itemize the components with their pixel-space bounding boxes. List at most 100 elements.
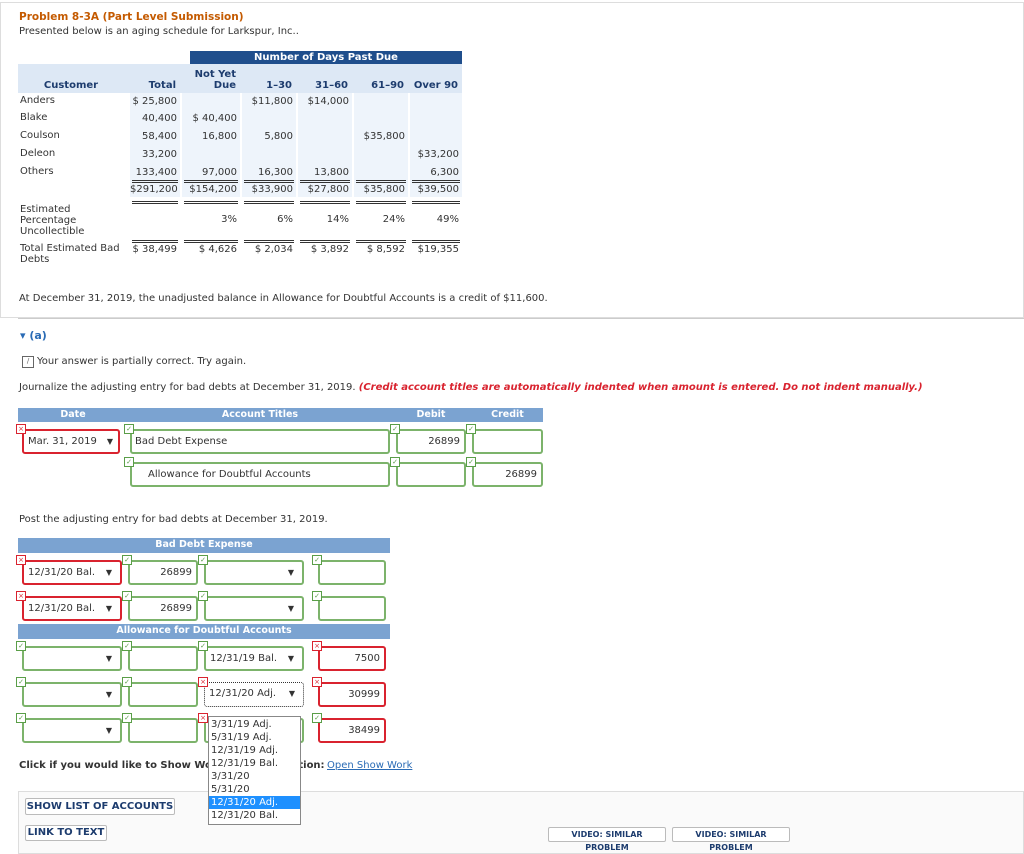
cell: 3% xyxy=(221,214,237,225)
dropdown-option[interactable]: 3/31/20 xyxy=(211,771,250,782)
dropdown-option[interactable]: 12/31/20 Bal. xyxy=(211,810,279,821)
separator xyxy=(18,318,1024,319)
credit-input[interactable] xyxy=(472,429,543,454)
show-accounts-button[interactable]: SHOW LIST OF ACCOUNTS xyxy=(25,798,175,815)
link-to-text-button[interactable]: LINK TO TEXT xyxy=(25,825,107,841)
journal-column-header: Debit xyxy=(416,409,446,420)
rule xyxy=(184,180,238,183)
date-select[interactable]: 12/31/20 Bal. ▼ xyxy=(22,596,122,621)
cell: 13,800 xyxy=(314,167,349,178)
show-work-link[interactable]: Open Show Work xyxy=(325,760,413,771)
group-header: Number of Days Past Due xyxy=(254,52,398,63)
cell: 6% xyxy=(277,214,293,225)
status-icon: ✓ xyxy=(122,591,132,601)
feedback: Your answer is partially correct. Try ag… xyxy=(37,356,247,367)
status-icon: × xyxy=(312,677,322,687)
account-input[interactable]: Bad Debt Expense xyxy=(130,429,390,454)
part-toggle[interactable]: ▾ (a) xyxy=(20,329,47,342)
row-label: Deleon xyxy=(20,148,56,159)
dropdown-option[interactable]: 12/31/19 Adj. xyxy=(211,745,279,756)
cell: $19,355 xyxy=(417,244,459,255)
journal-instruction: Journalize the adjusting entry for bad d… xyxy=(19,382,923,393)
cell: 16,800 xyxy=(202,131,237,142)
status-icon: × xyxy=(16,555,26,565)
cell: $27,800 xyxy=(307,184,349,195)
date-select[interactable]: Mar. 31, 2019 ▼ xyxy=(22,429,120,454)
dropdown-option[interactable]: 5/31/19 Adj. xyxy=(211,732,272,743)
balance-note: At December 31, 2019, the unadjusted bal… xyxy=(19,293,548,304)
date-select[interactable]: 12/31/19 Bal. ▼ xyxy=(204,646,304,671)
status-icon: ✓ xyxy=(466,424,476,434)
account-input[interactable]: Allowance for Doubtful Accounts xyxy=(130,462,390,487)
cell: $ 2,034 xyxy=(254,244,293,255)
video-button[interactable]: VIDEO: SIMILAR PROBLEM xyxy=(548,827,666,852)
column-band xyxy=(242,93,296,197)
cell: $154,200 xyxy=(189,184,237,195)
date-select[interactable]: ▼ xyxy=(204,560,304,585)
cell: 40,400 xyxy=(142,113,177,124)
cell: $33,200 xyxy=(417,149,459,160)
cell: 16,300 xyxy=(258,167,293,178)
dropdown-option[interactable]: 12/31/20 Adj. xyxy=(209,796,300,809)
status-icon: × xyxy=(16,591,26,601)
journal-header xyxy=(18,408,543,422)
cell: $ 8,592 xyxy=(366,244,405,255)
status-icon: ✓ xyxy=(124,457,134,467)
cell: 5,800 xyxy=(264,131,293,142)
cell: 133,400 xyxy=(135,167,177,178)
row-label: Estimated Percentage Uncollectible xyxy=(20,204,85,237)
amount-input[interactable]: 7500 xyxy=(318,646,386,671)
status-icon: ✓ xyxy=(16,677,26,687)
amount-input[interactable]: 30999 xyxy=(318,682,386,707)
rule xyxy=(244,201,294,204)
video-button[interactable]: VIDEO: SIMILAR PROBLEM xyxy=(672,827,790,852)
rule xyxy=(184,240,238,243)
amount-input[interactable] xyxy=(318,596,386,621)
status-icon: × xyxy=(16,424,26,434)
amount-input[interactable] xyxy=(128,718,198,743)
cell: $35,800 xyxy=(363,184,405,195)
column-header: 1–30 xyxy=(266,80,292,91)
credit-input[interactable]: 26899 xyxy=(472,462,543,487)
debit-input[interactable]: 26899 xyxy=(396,429,466,454)
account-header xyxy=(18,538,390,553)
rule xyxy=(412,201,460,204)
header-band xyxy=(190,51,462,64)
rule xyxy=(132,201,178,204)
dropdown-option[interactable]: 5/31/20 xyxy=(211,784,250,795)
dropdown-option[interactable]: 12/31/19 Bal. xyxy=(211,758,279,769)
status-icon: ✓ xyxy=(16,641,26,651)
cell: $11,800 xyxy=(251,96,293,107)
instruction: Journalize the adjusting entry for bad d… xyxy=(19,382,356,393)
date-select[interactable]: 12/31/20 Bal. ▼ xyxy=(22,560,122,585)
date-select[interactable]: ▼ xyxy=(22,646,122,671)
date-select[interactable]: 12/31/20 Adj. ▼ xyxy=(204,682,304,707)
debit-input[interactable] xyxy=(396,462,466,487)
column-band xyxy=(130,93,180,197)
amount-input[interactable]: 26899 xyxy=(128,596,198,621)
date-select[interactable]: ▼ xyxy=(22,682,122,707)
amount-input[interactable] xyxy=(128,682,198,707)
rule xyxy=(244,180,294,183)
cell: 58,400 xyxy=(142,131,177,142)
journal-column-header: Account Titles xyxy=(221,409,299,420)
column-header: 61–90 xyxy=(371,80,404,91)
column-band xyxy=(354,93,408,197)
amount-input[interactable] xyxy=(128,646,198,671)
row-label: Others xyxy=(20,166,54,177)
cell: $33,900 xyxy=(251,184,293,195)
status-icon: ✓ xyxy=(312,591,322,601)
dropdown-option[interactable]: 3/31/19 Adj. xyxy=(211,719,272,730)
date-select[interactable]: ▼ xyxy=(204,596,304,621)
amount-input[interactable]: 38499 xyxy=(318,718,386,743)
date-select[interactable]: ▼ xyxy=(22,718,122,743)
cell: $ 40,400 xyxy=(192,113,237,124)
cell: 6,300 xyxy=(430,167,459,178)
status-icon: ✓ xyxy=(198,591,208,601)
amount-input[interactable] xyxy=(318,560,386,585)
amount-input[interactable]: 26899 xyxy=(128,560,198,585)
row-label: Anders xyxy=(20,95,55,106)
subtitle: Presented below is an aging schedule for… xyxy=(19,26,299,37)
account-header xyxy=(18,624,390,639)
column-header: Customer xyxy=(43,80,99,91)
